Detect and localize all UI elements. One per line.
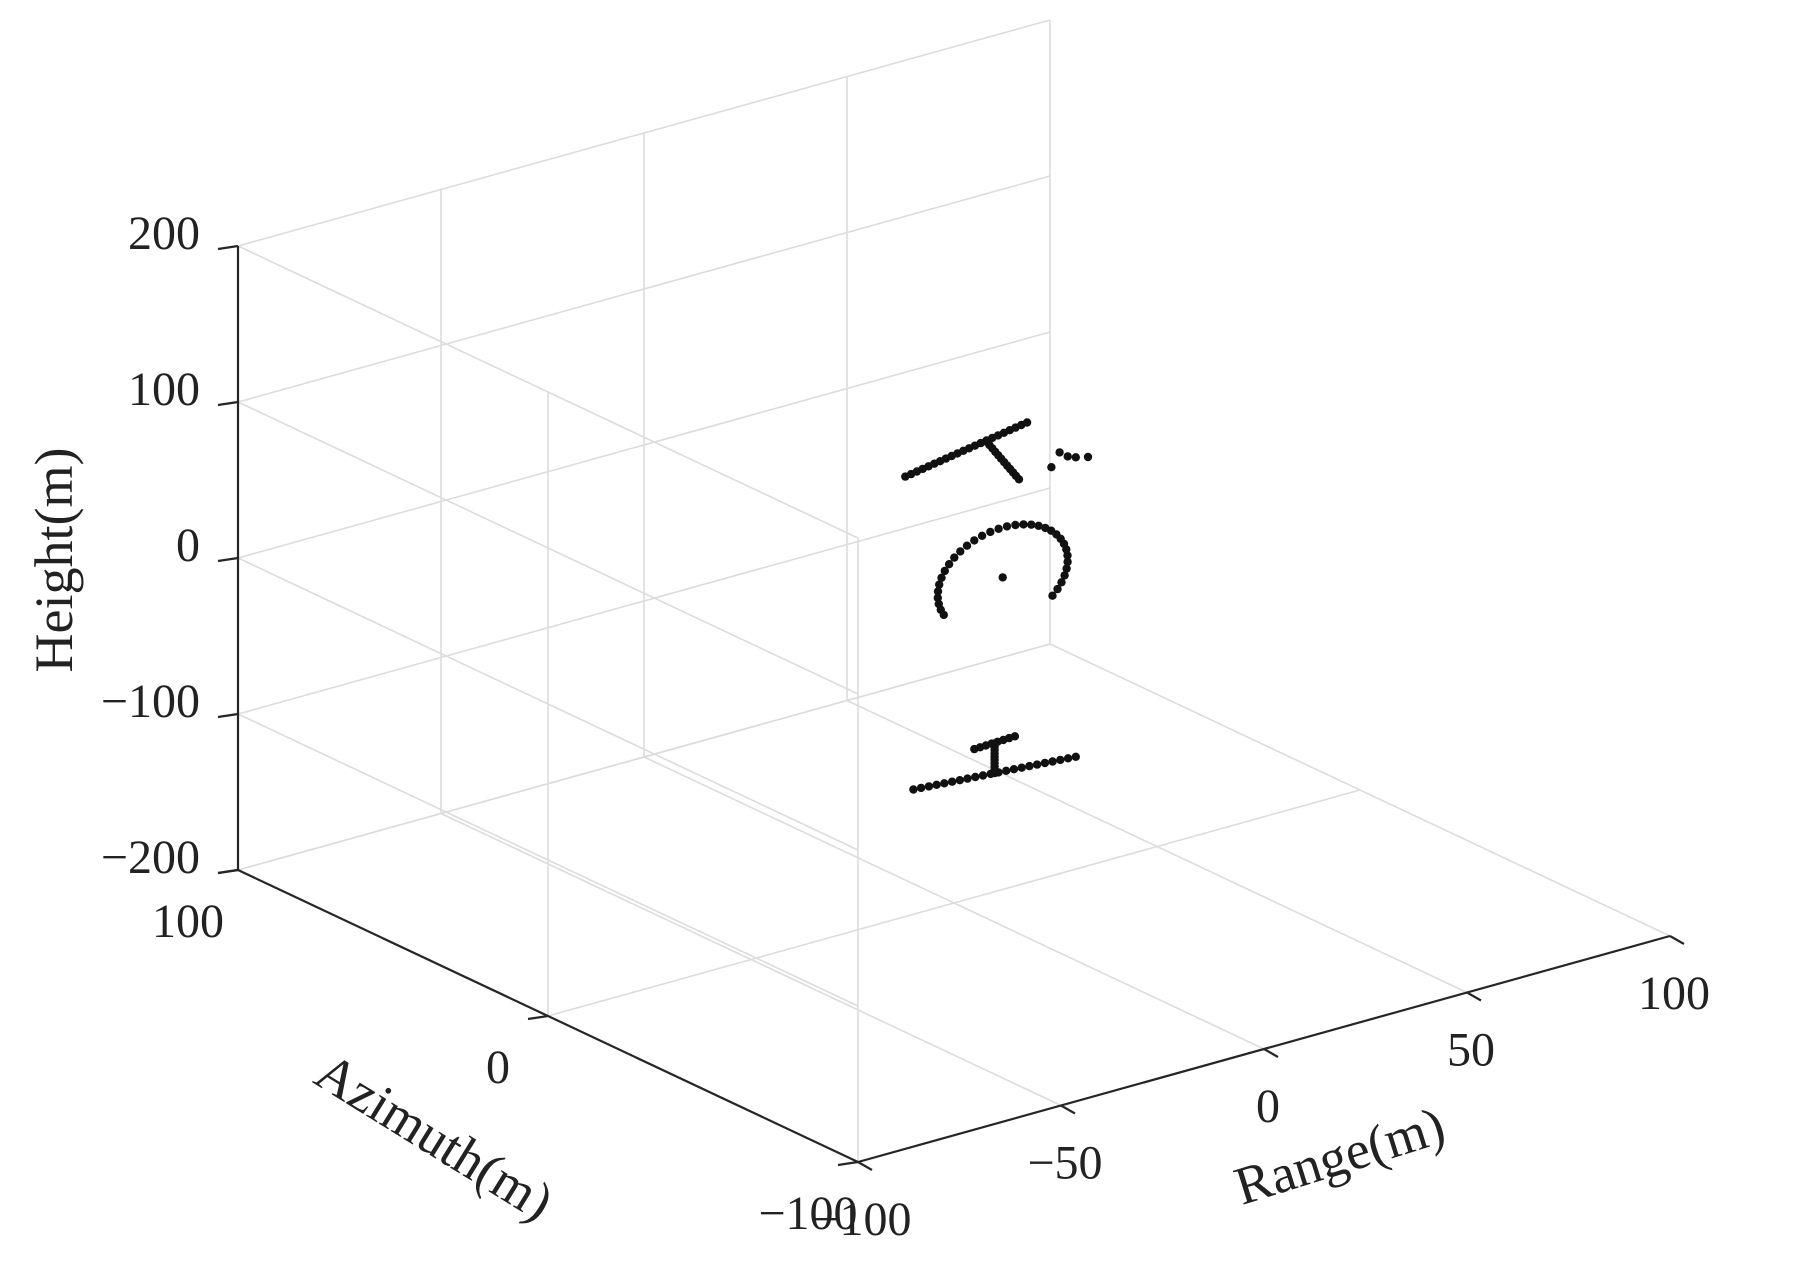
grid-line — [547, 789, 1361, 1017]
y-tick-label: −100 — [758, 1187, 857, 1240]
scatter-point — [1002, 522, 1012, 531]
z-axis-label: Height(m) — [24, 448, 84, 673]
x-tick-mark — [1466, 991, 1482, 1002]
grid-lines — [237, 19, 1671, 1163]
scatter-point — [1025, 761, 1034, 771]
grid-line — [237, 245, 859, 539]
scatter-point — [933, 587, 943, 596]
z-tick-mark — [217, 712, 239, 719]
y-tick-label: 100 — [152, 895, 224, 948]
scatter-point — [970, 536, 979, 545]
x-tick-mark — [1263, 1048, 1279, 1058]
y-tick-mark — [527, 1014, 549, 1021]
scatter-point — [935, 580, 944, 589]
scatter-point — [956, 547, 965, 556]
scatter-point — [1048, 757, 1057, 766]
scatter-point — [1032, 760, 1042, 769]
scatter-point — [1057, 578, 1066, 587]
scatter-point — [940, 779, 949, 788]
x-tick-label: 0 — [1256, 1080, 1280, 1133]
x-tick-label: −50 — [1027, 1137, 1102, 1190]
x-tick-label: 50 — [1447, 1024, 1495, 1077]
z-tick-mark — [217, 868, 239, 875]
scatter-point — [963, 774, 972, 783]
scatter-point — [1017, 763, 1026, 772]
tick-labels: −100 −50 0 50 100 −100 0 100 −200 −100 0 100 200 — [101, 207, 1710, 1246]
scatter-point — [998, 573, 1007, 582]
grid-line — [237, 487, 1051, 715]
z-tick-label: 100 — [128, 363, 200, 416]
y-tick-label: 0 — [486, 1041, 510, 1094]
z-tick-mark — [217, 244, 239, 251]
scatter-point — [978, 771, 988, 780]
x-tick-mark — [857, 1161, 873, 1171]
scatter-point — [1019, 520, 1028, 529]
scatter-point — [1041, 523, 1050, 533]
grid-line — [237, 557, 859, 851]
scatter-point — [947, 777, 957, 786]
scatter-point — [1083, 452, 1093, 462]
x-tick-mark — [1669, 935, 1685, 945]
scatter-point — [1002, 766, 1011, 775]
scatter-point — [977, 531, 987, 540]
scatter-point — [1063, 452, 1072, 461]
scatter-point — [962, 541, 972, 550]
z-tick-mark — [217, 400, 239, 407]
scatter-point — [1014, 475, 1024, 484]
scatter-point — [994, 524, 1003, 533]
scatter-point — [950, 553, 959, 562]
scatter-point — [986, 527, 995, 537]
scatter-point — [1063, 557, 1072, 567]
scatter-point — [1071, 453, 1081, 462]
scatter-point — [940, 566, 949, 576]
x-tick-label: 100 — [1638, 967, 1710, 1020]
scatter-point — [1010, 732, 1020, 741]
grid-line — [237, 331, 1051, 559]
x-tick-label: −100 — [812, 1193, 911, 1246]
scatter-point — [1062, 564, 1071, 573]
axes — [217, 244, 1685, 1171]
scatter-point — [1034, 521, 1043, 530]
scatter-point — [955, 776, 964, 785]
scatter-point — [1053, 584, 1062, 594]
scatter-point — [1048, 591, 1057, 600]
scatter-point — [1055, 448, 1064, 457]
grid-line — [237, 713, 859, 1007]
scatter-point — [924, 782, 934, 791]
scatter-point — [937, 573, 946, 582]
grid-line — [237, 643, 1051, 871]
z-tick-label: 200 — [128, 207, 200, 260]
data-points — [901, 418, 1093, 794]
scatter-point — [1060, 571, 1069, 580]
grid-line — [237, 19, 1051, 247]
scatter-point — [1009, 765, 1019, 774]
scatter-point — [1011, 520, 1020, 530]
z-tick-mark — [217, 556, 239, 563]
y-axis-label: Azimuth(m) — [305, 1041, 564, 1232]
scatter-point — [1027, 520, 1036, 529]
scatter-point — [1047, 463, 1056, 472]
x-tick-mark — [1060, 1104, 1076, 1115]
scatter-point — [909, 785, 918, 794]
scatter-point — [1056, 755, 1065, 765]
grid-line — [237, 175, 1051, 403]
scatter-point — [939, 610, 948, 620]
y-tick-mark — [837, 1160, 859, 1167]
scatter-point — [932, 780, 941, 789]
scatter-point — [944, 560, 954, 569]
scatter-point — [971, 772, 980, 782]
scatter-point — [1063, 754, 1073, 763]
scatter-point — [916, 783, 926, 793]
scatter-point — [1040, 758, 1050, 768]
z-tick-label: 0 — [176, 519, 200, 572]
scatter-point — [1071, 752, 1081, 761]
scatter-point — [1022, 418, 1032, 427]
z-tick-label: −100 — [101, 675, 200, 728]
grid-line — [237, 401, 859, 695]
z-tick-label: −200 — [101, 831, 200, 884]
